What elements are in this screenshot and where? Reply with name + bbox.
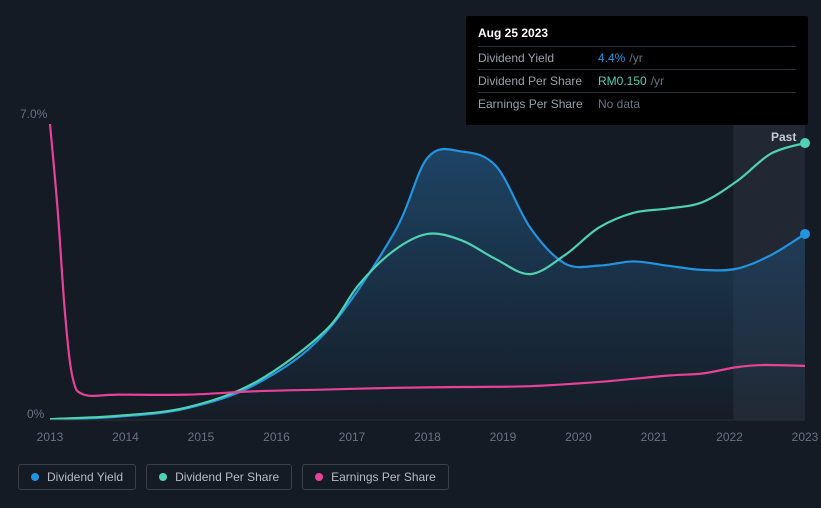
series-end-marker-dividend_yield (800, 229, 810, 239)
x-tick: 2017 (339, 430, 366, 444)
past-label: Past (771, 130, 796, 144)
x-tick: 2014 (112, 430, 139, 444)
series-area-dividend_yield (50, 149, 805, 420)
tooltip-row-label: Dividend Yield (478, 49, 598, 67)
x-tick: 2023 (792, 430, 819, 444)
tooltip-row-value: RM0.150/yr (598, 72, 664, 90)
tooltip-row-label: Earnings Per Share (478, 95, 598, 113)
tooltip-date: Aug 25 2023 (478, 24, 796, 42)
tooltip-row-value: 4.4%/yr (598, 49, 643, 67)
tooltip-row-label: Dividend Per Share (478, 72, 598, 90)
chart-tooltip: Aug 25 2023 Dividend Yield4.4%/yrDividen… (466, 16, 808, 125)
legend-dot-icon (159, 473, 167, 481)
x-tick: 2022 (716, 430, 743, 444)
y-axis-max-label: 7.0% (20, 107, 47, 121)
x-tick: 2015 (188, 430, 215, 444)
legend-item-earnings-per-share[interactable]: Earnings Per Share (302, 464, 449, 490)
legend: Dividend Yield Dividend Per Share Earnin… (18, 464, 449, 490)
legend-dot-icon (315, 473, 323, 481)
legend-item-dividend-per-share[interactable]: Dividend Per Share (146, 464, 292, 490)
x-tick: 2019 (490, 430, 517, 444)
legend-dot-icon (31, 473, 39, 481)
tooltip-row: Dividend Yield4.4%/yr (478, 46, 796, 69)
legend-label: Dividend Per Share (175, 470, 279, 484)
tooltip-row: Dividend Per ShareRM0.150/yr (478, 69, 796, 92)
chart-container: 7.0% 0% Past 2013 2014 2015 2016 2017 2018 201… (0, 0, 821, 508)
tooltip-row: Earnings Per ShareNo data (478, 92, 796, 115)
tooltip-row-value: No data (598, 95, 640, 113)
series-end-marker-dividend_per_share (800, 138, 810, 148)
x-tick: 2013 (37, 430, 64, 444)
legend-label: Earnings Per Share (331, 470, 436, 484)
x-tick: 2020 (565, 430, 592, 444)
legend-label: Dividend Yield (47, 470, 123, 484)
x-tick: 2021 (641, 430, 668, 444)
x-tick: 2016 (263, 430, 290, 444)
y-axis-min-label: 0% (27, 407, 44, 421)
x-tick: 2018 (414, 430, 441, 444)
legend-item-dividend-yield[interactable]: Dividend Yield (18, 464, 136, 490)
